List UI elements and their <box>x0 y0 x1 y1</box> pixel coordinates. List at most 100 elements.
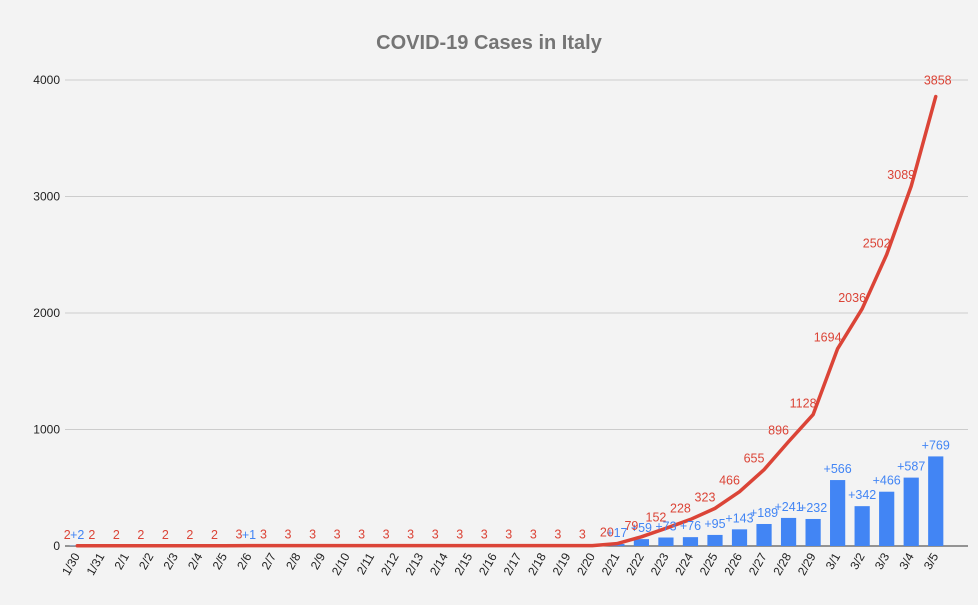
x-tick-label: 2/11 <box>354 550 378 577</box>
x-tick-label: 3/3 <box>872 550 893 572</box>
line-value-label: 3 <box>260 528 267 542</box>
bar-value-label: +73 <box>655 519 676 533</box>
x-tick-label: 2/17 <box>501 550 525 578</box>
bar <box>780 517 797 546</box>
last-value-label: 3858 <box>924 74 952 88</box>
bar-value-label: +566 <box>824 462 852 476</box>
x-tick-label: 2/4 <box>185 550 206 572</box>
line-value-label: 2 <box>64 528 71 542</box>
line-value-label: 2 <box>162 528 169 542</box>
y-tick-label: 4000 <box>33 73 60 87</box>
x-tick-label: 2/2 <box>136 550 157 572</box>
line-value-label: 79 <box>624 519 638 533</box>
x-tick-label: 2/22 <box>623 550 647 578</box>
line-value-label: 2 <box>211 528 218 542</box>
bar-value-label: +587 <box>897 460 925 474</box>
x-tick-label: 3/2 <box>847 550 868 572</box>
x-tick-label: 2/10 <box>329 550 353 578</box>
y-tick-label: 2000 <box>33 306 60 320</box>
bar-value-label: +342 <box>848 488 876 502</box>
line-value-label: 3 <box>383 528 390 542</box>
x-tick-label: 2/21 <box>599 550 623 578</box>
x-tick-label: 2/27 <box>746 550 770 578</box>
line-value-label: 3 <box>456 528 463 542</box>
x-tick-label: 2/12 <box>378 550 402 578</box>
x-tick-label: 3/4 <box>896 550 917 572</box>
x-tick-label: 2/16 <box>476 550 500 578</box>
x-tick-label: 3/5 <box>921 550 942 572</box>
x-tick-label: 2/14 <box>427 550 451 578</box>
bar-value-label: +241 <box>774 500 802 514</box>
x-tick-label: 2/1 <box>111 550 132 572</box>
y-tick-label: 1000 <box>33 423 60 437</box>
x-tick-label: 1/31 <box>84 550 108 578</box>
x-tick-label: 2/25 <box>697 550 721 578</box>
bar <box>633 539 650 546</box>
x-tick-label: 2/7 <box>259 550 280 572</box>
line-value-label: 3 <box>309 528 316 542</box>
bar-value-label: +59 <box>631 521 652 535</box>
bar-value-label: +769 <box>922 438 950 452</box>
line-value-label: 3 <box>432 528 439 542</box>
line-value-label: 3 <box>358 528 365 542</box>
x-tick-label: 2/15 <box>452 550 476 578</box>
line-value-label: 3 <box>530 528 537 542</box>
chart-title: COVID-19 Cases in Italy <box>376 32 603 54</box>
new-cases-labels: +2 +1 +17 +59 +73 +76 +95 +143+189+241+232 +566 +… <box>70 438 950 541</box>
line-value-label: 3 <box>235 528 242 542</box>
bar <box>756 523 772 546</box>
line-value-label: 3 <box>334 528 341 542</box>
bar <box>903 477 919 546</box>
bar <box>805 518 821 546</box>
line-value-label: 152 <box>646 510 667 524</box>
line-value-label: 3 <box>579 528 586 542</box>
grid-lines <box>65 79 968 547</box>
x-tick-label: 2/9 <box>308 550 329 572</box>
line-value-label: 20 <box>600 526 614 540</box>
line-value-label: 2 <box>88 528 95 542</box>
total-cases-path <box>75 94 938 548</box>
line-value-label: 1694 <box>814 331 842 345</box>
line-value-label: 1128 <box>790 397 817 411</box>
bar <box>658 537 674 546</box>
x-tick-label: 2/28 <box>770 550 794 578</box>
bar-value-label: +17 <box>606 526 627 540</box>
x-tick-label: 2/29 <box>795 550 819 578</box>
bar-value-label: +143 <box>725 511 753 525</box>
line-value-label: 323 <box>695 490 716 504</box>
bar <box>682 537 699 546</box>
new-cases-bars <box>69 456 944 546</box>
bar-value-label: +189 <box>750 506 778 520</box>
line-value-label: 2 <box>186 528 193 542</box>
x-tick-label: 1/30 <box>59 550 83 578</box>
y-tick-label: 0 <box>53 539 60 553</box>
bar <box>731 529 748 546</box>
line-value-label: 3 <box>505 528 512 542</box>
line-value-label: 2502 <box>863 237 891 251</box>
bar <box>928 456 944 546</box>
line-value-label: 466 <box>719 474 740 488</box>
bar <box>830 480 846 546</box>
x-tick-label: 2/19 <box>550 550 574 578</box>
x-tick-label: 2/26 <box>721 550 745 578</box>
bar <box>854 506 870 546</box>
bar <box>707 534 723 546</box>
bar-value-label: +95 <box>704 517 725 531</box>
x-tick-label: 2/20 <box>574 550 598 578</box>
x-tick-label: 3/1 <box>823 550 844 572</box>
bar-value-label: +232 <box>799 501 827 515</box>
bar <box>879 491 895 546</box>
x-tick-label: 2/6 <box>234 550 255 572</box>
x-tick-label: 2/24 <box>672 550 696 578</box>
bar-value-label: +76 <box>680 519 701 533</box>
x-tick-label: 2/5 <box>210 550 231 572</box>
line-value-label: 3 <box>407 528 414 542</box>
x-tick-label: 2/13 <box>402 550 426 578</box>
line-value-label: 3 <box>481 528 488 542</box>
x-tick-label: 2/3 <box>161 550 182 572</box>
bar-value-label: +1 <box>242 528 256 542</box>
line-value-label: 3 <box>554 528 561 542</box>
line-value-label: 896 <box>768 424 789 438</box>
